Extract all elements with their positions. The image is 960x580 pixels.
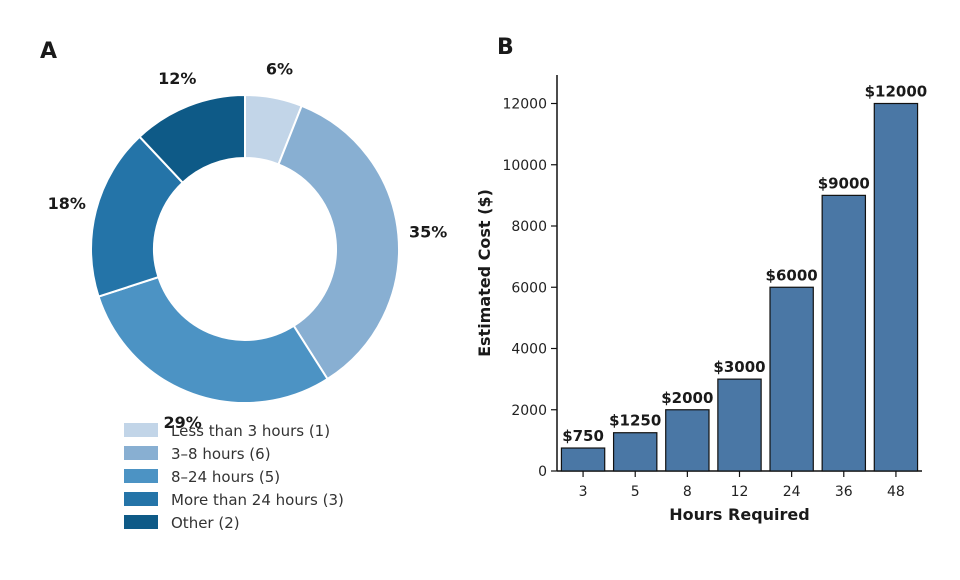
bar	[821, 194, 867, 472]
x-tick-label: 36	[835, 484, 853, 500]
x-axis-title: Hours Required	[669, 505, 809, 524]
bar	[717, 378, 762, 472]
donut-slice	[138, 93, 246, 185]
bar-value-label: $750	[562, 427, 604, 445]
slice-percent-label: 6%	[266, 59, 293, 78]
y-axis-title: Estimated Cost ($)	[475, 189, 494, 357]
slice-percent-label: 18%	[48, 194, 86, 213]
panel-label-b: B	[497, 35, 514, 60]
legend-swatch	[124, 492, 158, 506]
x-tick-label: 5	[631, 484, 640, 500]
legend-label: More than 24 hours (3)	[171, 491, 344, 509]
donut-legend: Less than 3 hours (1) 3–8 hours (6) 8–24 h…	[124, 422, 344, 532]
bar	[612, 432, 658, 472]
slice-percent-label: 12%	[158, 69, 196, 88]
bar-value-label: $6000	[766, 266, 818, 284]
slice-percent-label: 29%	[164, 413, 202, 432]
bar	[665, 409, 710, 472]
bar-value-label: $1250	[609, 412, 661, 430]
slice-percent-label: 35%	[409, 223, 447, 242]
legend-label: Less than 3 hours (1)	[171, 422, 330, 440]
y-tick-label: 0	[538, 464, 547, 480]
panel-label-a: A	[40, 39, 57, 64]
bar-value-label: $12000	[865, 83, 928, 101]
legend-swatch	[124, 423, 158, 437]
x-tick-label: 24	[783, 484, 801, 500]
y-tick-label: 4000	[511, 342, 547, 358]
bar-value-label: $2000	[661, 389, 713, 407]
legend-label: Other (2)	[171, 514, 240, 532]
bar-chart: 0 2000 4000 6000 8000 10000 12000 $750 3 $1250 5 $2…	[475, 75, 927, 524]
legend-swatch	[124, 446, 158, 460]
bar	[873, 102, 919, 472]
bar-value-label: $3000	[713, 358, 765, 376]
y-tick-label: 12000	[502, 97, 547, 113]
x-tick-label: 48	[887, 484, 905, 500]
legend-swatch	[124, 469, 158, 483]
bar	[769, 286, 814, 472]
legend-label: 3–8 hours (6)	[171, 445, 271, 463]
bar	[560, 447, 606, 472]
legend-swatch	[124, 515, 158, 529]
y-tick-label: 6000	[511, 280, 547, 296]
donut-slice	[277, 104, 400, 381]
x-tick-label: 3	[579, 484, 588, 500]
donut-chart: 6% 35% 29% 18% 12%	[48, 59, 448, 432]
x-tick-label: 8	[683, 484, 692, 500]
y-tick-label: 10000	[502, 158, 547, 174]
y-tick-label: 8000	[511, 219, 547, 235]
bar-value-label: $9000	[818, 174, 870, 192]
legend-label: 8–24 hours (5)	[171, 468, 280, 486]
y-tick-label: 2000	[511, 403, 547, 419]
donut-slice	[97, 275, 329, 404]
x-tick-label: 12	[731, 484, 749, 500]
